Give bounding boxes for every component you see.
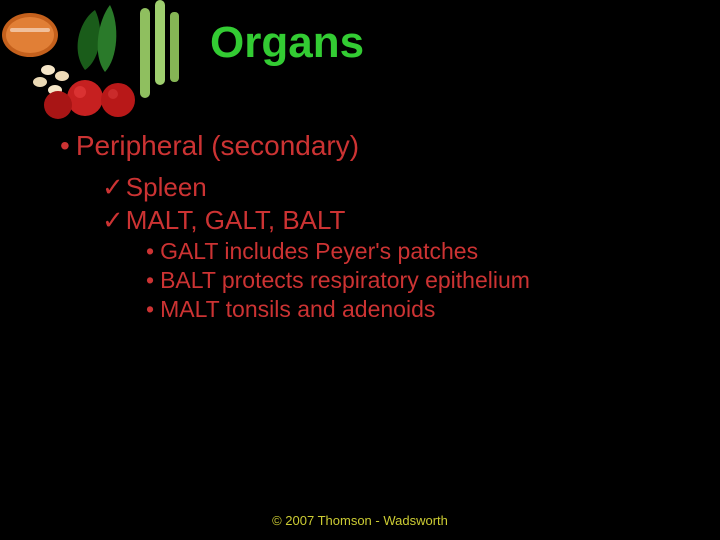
bullet-level-2: ✓Spleen [102,172,680,203]
slide-body: •Peripheral (secondary) ✓Spleen ✓MALT, G… [60,130,680,325]
lvl1-text: Peripheral (secondary) [76,130,359,161]
bullet-dot-icon: • [146,267,154,293]
corner-food-decoration [0,0,200,120]
lvl3-text: BALT protects respiratory epithelium [160,267,530,293]
lvl2-text: MALT, GALT, BALT [126,205,346,235]
bullet-dot-icon: • [146,296,154,322]
checkmark-icon: ✓ [102,205,124,235]
bullet-level-2: ✓MALT, GALT, BALT [102,205,680,236]
copyright-footer: © 2007 Thomson - Wadsworth [0,513,720,528]
slide-title: Organs [210,18,364,68]
bullet-level-3: •GALT includes Peyer's patches [146,238,680,265]
bullet-level-3: •BALT protects respiratory epithelium [146,267,680,294]
lvl2-text: Spleen [126,172,207,202]
bullet-level-1: •Peripheral (secondary) [60,130,680,162]
bullet-dot-icon: • [146,238,154,264]
bullet-dot-icon: • [60,130,70,161]
lvl3-text: MALT tonsils and adenoids [160,296,435,322]
bullet-level-3: •MALT tonsils and adenoids [146,296,680,323]
checkmark-icon: ✓ [102,172,124,202]
lvl3-text: GALT includes Peyer's patches [160,238,478,264]
